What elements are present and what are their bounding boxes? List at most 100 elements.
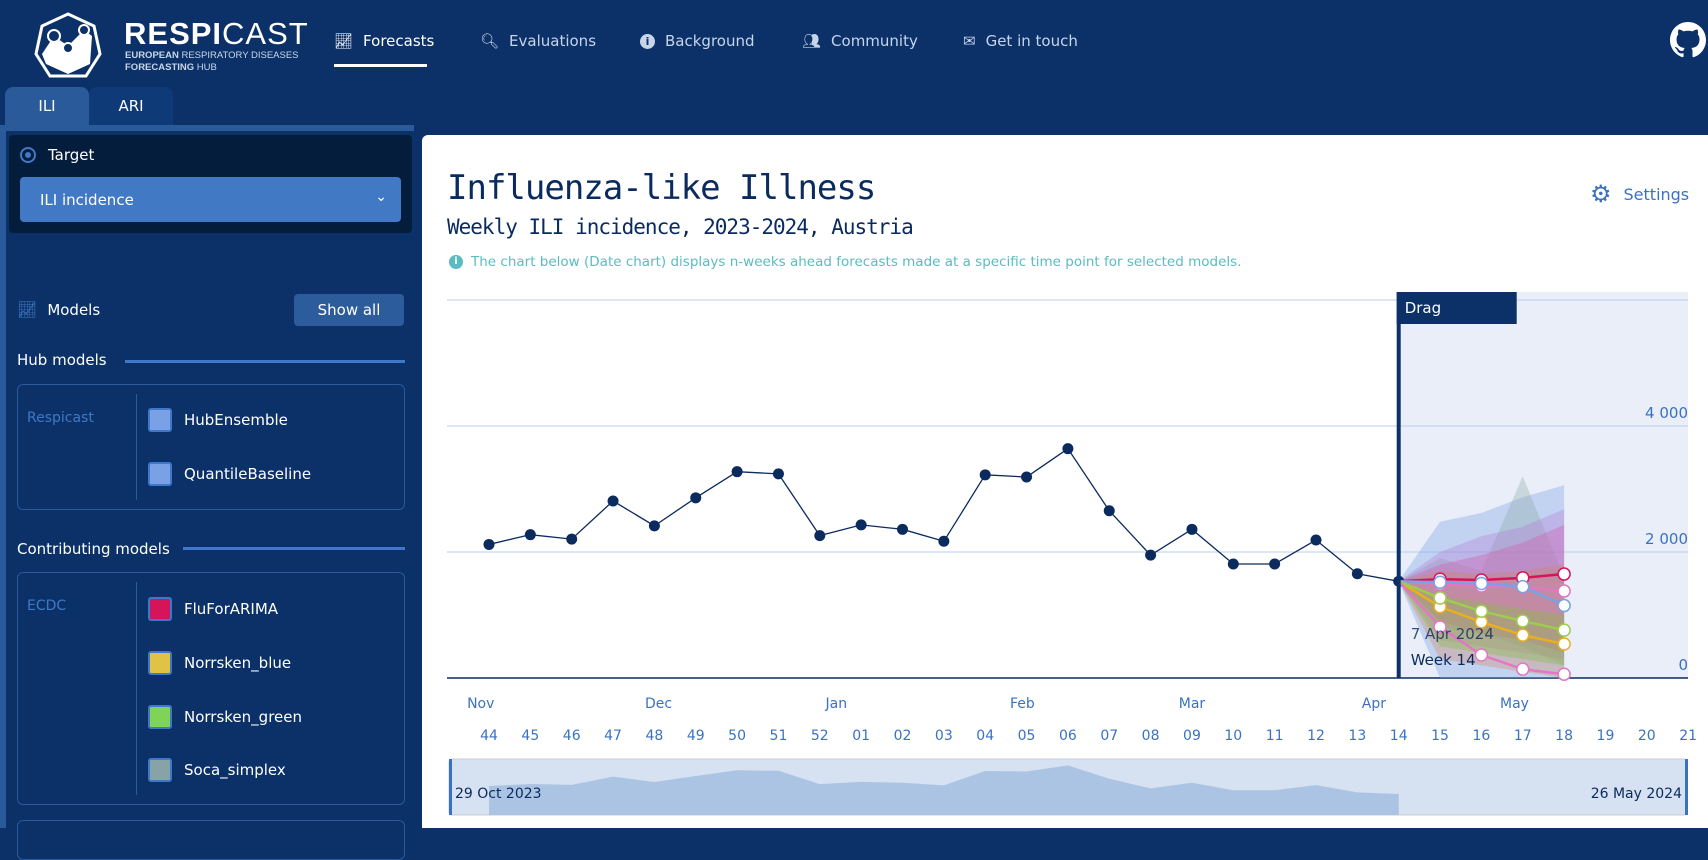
hub-models-title: Hub models bbox=[17, 351, 107, 369]
week-label: 15 bbox=[1431, 728, 1449, 744]
target-header: Target bbox=[20, 146, 94, 164]
brand-name: RESPICAST bbox=[124, 16, 309, 51]
model-toggle-norrsken-blue[interactable]: Norrsken_blue bbox=[148, 651, 291, 675]
week-label: 18 bbox=[1555, 728, 1573, 744]
week-label: 16 bbox=[1472, 728, 1490, 744]
week-label: 08 bbox=[1142, 728, 1160, 744]
hub-models-group bbox=[17, 384, 405, 510]
week-label: 10 bbox=[1224, 728, 1242, 744]
nav-label: Forecasts bbox=[363, 32, 435, 50]
forecast-point bbox=[1433, 575, 1447, 589]
observed-point bbox=[566, 533, 578, 545]
week-label: 09 bbox=[1183, 728, 1201, 744]
nav-label: Background bbox=[665, 32, 755, 50]
week-label: 50 bbox=[728, 728, 746, 744]
week-label: 47 bbox=[604, 728, 622, 744]
active-nav-indicator bbox=[334, 64, 427, 67]
checkbox[interactable] bbox=[148, 462, 172, 486]
week-label: 01 bbox=[852, 728, 870, 744]
info-note: i The chart below (Date chart) displays n… bbox=[449, 254, 1241, 270]
forecast-region bbox=[1398, 292, 1688, 678]
week-label: 13 bbox=[1348, 728, 1366, 744]
target-select[interactable]: ILI incidence ⌄ bbox=[20, 177, 401, 222]
y-tick-label: 4 000 bbox=[1645, 404, 1688, 422]
month-label: Apr bbox=[1362, 696, 1386, 712]
divider bbox=[125, 360, 405, 363]
settings-button[interactable]: ⚙ Settings bbox=[1590, 180, 1689, 208]
week-label: 21 bbox=[1679, 728, 1697, 744]
checkbox[interactable] bbox=[148, 705, 172, 729]
gear-icon: ⚙ bbox=[1590, 180, 1612, 208]
observed-point bbox=[690, 492, 702, 504]
observed-point bbox=[607, 495, 619, 507]
checkbox[interactable] bbox=[148, 597, 172, 621]
github-icon[interactable] bbox=[1670, 22, 1706, 58]
page-subtitle: Weekly ILI incidence, 2023-2024, Austria bbox=[447, 215, 914, 239]
divider bbox=[136, 394, 137, 500]
observed-point bbox=[855, 519, 867, 531]
models-header: 📈︎ Models bbox=[17, 300, 100, 319]
target-label: Target bbox=[48, 146, 95, 164]
info-text: The chart below (Date chart) displays n-… bbox=[471, 254, 1242, 270]
week-label: 03 bbox=[935, 728, 953, 744]
model-toggle-quantilebaseline[interactable]: QuantileBaseline bbox=[148, 462, 311, 486]
observed-point bbox=[1310, 534, 1322, 546]
model-toggle-fluforarima[interactable]: FluForARIMA bbox=[148, 597, 278, 621]
forecast-point bbox=[1557, 567, 1571, 581]
nav-label: Community bbox=[831, 32, 918, 50]
nav-background[interactable]: i Background bbox=[640, 30, 755, 52]
model-toggle-hubensemble[interactable]: HubEnsemble bbox=[148, 408, 288, 432]
forecast-point bbox=[1474, 576, 1489, 591]
envelope-icon: ✉︎ bbox=[963, 32, 976, 50]
nav-get-in-touch[interactable]: ✉︎ Get in touch bbox=[963, 30, 1078, 52]
tab-ili[interactable]: ILI bbox=[5, 87, 89, 125]
radio-icon bbox=[20, 147, 36, 163]
brush-handle-left[interactable] bbox=[449, 759, 452, 815]
checkbox[interactable] bbox=[148, 408, 172, 432]
y-tick-label: 0 bbox=[1678, 656, 1688, 674]
show-all-button[interactable]: Show all bbox=[294, 294, 404, 326]
model-toggle-soca-simplex[interactable]: Soca_simplex bbox=[148, 758, 286, 782]
observed-point bbox=[731, 466, 743, 478]
model-name: Soca_simplex bbox=[184, 761, 286, 779]
forecast-point bbox=[1557, 623, 1571, 637]
week-label: 06 bbox=[1059, 728, 1077, 744]
model-toggle-norrsken-green[interactable]: Norrsken_green bbox=[148, 705, 302, 729]
nav-evaluations[interactable]: 🔍︎ Evaluations bbox=[480, 30, 596, 52]
group-name: Respicast bbox=[27, 410, 94, 426]
observed-point bbox=[1103, 505, 1115, 517]
week-label: 11 bbox=[1266, 728, 1284, 744]
info-icon: i bbox=[640, 33, 655, 49]
week-label: 12 bbox=[1307, 728, 1325, 744]
checkbox[interactable] bbox=[148, 651, 172, 675]
month-label: Nov bbox=[467, 696, 494, 712]
forecast-point bbox=[1474, 604, 1489, 618]
week-label: 48 bbox=[645, 728, 663, 744]
forecast-chart[interactable]: 0 2 000 4 000 Drag 7 Apr 2024 Week 14 Nov Dec Ja… bbox=[0, 0, 1708, 828]
nav-community[interactable]: 👥︎ Community bbox=[802, 30, 918, 52]
tab-ari[interactable]: ARI bbox=[89, 87, 173, 125]
nav-forecasts[interactable]: 📈︎ Forecasts bbox=[334, 30, 434, 52]
forecast-point bbox=[1433, 620, 1447, 634]
settings-label: Settings bbox=[1623, 184, 1690, 204]
week-label: 44 bbox=[480, 728, 498, 744]
forecast-point bbox=[1433, 591, 1447, 605]
tab-label: ILI bbox=[38, 97, 56, 115]
search-chart-icon: 🔍︎ bbox=[480, 32, 500, 50]
forecast-point bbox=[1516, 614, 1530, 628]
users-icon: 👥︎ bbox=[802, 32, 822, 50]
week-label: 07 bbox=[1100, 728, 1118, 744]
sidebar bbox=[0, 125, 414, 828]
brush-handle-right[interactable] bbox=[1685, 759, 1688, 815]
month-label: Dec bbox=[645, 696, 672, 712]
drag-handle bbox=[1396, 292, 1517, 324]
observed-point bbox=[938, 535, 950, 547]
observed-point bbox=[1021, 471, 1033, 483]
forecast-point bbox=[1557, 584, 1571, 598]
respicast-logo-icon[interactable] bbox=[28, 6, 108, 86]
models-label: Models bbox=[47, 300, 101, 319]
checkbox[interactable] bbox=[148, 758, 172, 782]
drag-handle-line bbox=[1396, 292, 1401, 678]
brand-tagline: EUROPEAN RESPIRATORY DISEASES FORECASTIN… bbox=[125, 50, 299, 73]
drag-label: Drag bbox=[1405, 299, 1441, 317]
